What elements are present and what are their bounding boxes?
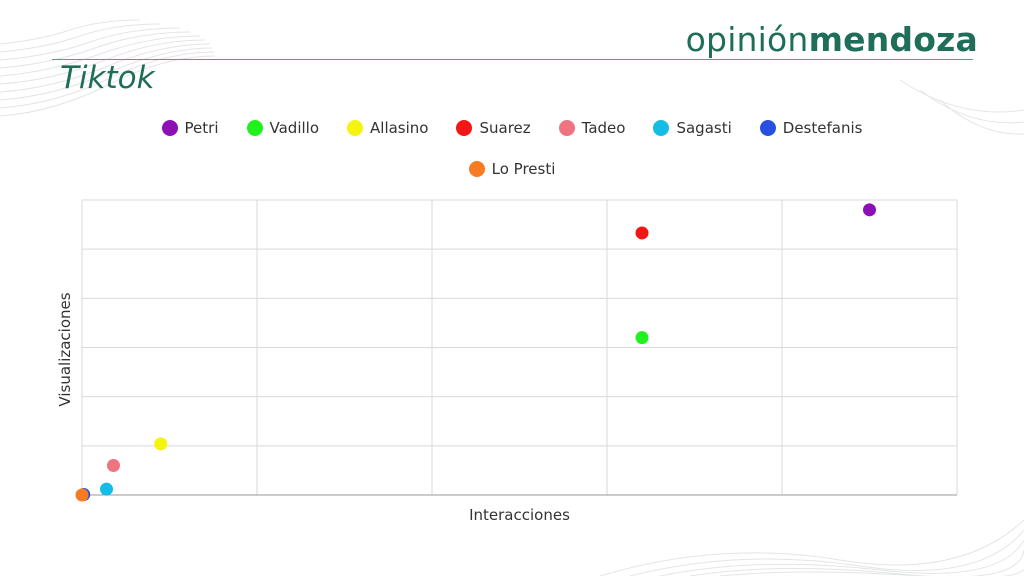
legend-label: Destefanis [782,119,863,137]
point-lo-presti [75,488,89,502]
chart-grid [81,199,958,496]
legend-label: Lo Presti [491,160,556,178]
legend-swatch [246,120,263,136]
point-petri [863,203,876,217]
legend-item-suarez: Suarez [456,119,531,137]
legend-swatch [468,161,485,177]
legend-label: Vadillo [269,119,320,137]
chart-legend: Petri Vadillo Allasino Suarez Tadeo Sagasti De… [0,119,1024,137]
legend-swatch [161,120,178,136]
legend-label: Tadeo [581,119,626,137]
point-suarez [635,226,649,240]
legend-item-lo-presti: Lo Presti [468,160,556,178]
point-sagasti [100,482,113,496]
legend-swatch [456,120,473,136]
legend-item-destefanis: Destefanis [759,119,863,137]
page-title: Tiktok [60,60,155,96]
legend-item-vadillo: Vadillo [246,119,320,137]
chart-points [75,203,876,502]
legend-item-sagasti: Sagasti [653,119,732,137]
legend-swatch [558,120,575,136]
legend-item-tadeo: Tadeo [558,119,626,137]
chart-legend-row-2: Lo Presti [0,160,1024,178]
legend-label: Suarez [479,119,531,137]
legend-swatch [759,120,776,136]
point-tadeo [107,459,120,472]
legend-swatch [347,120,364,136]
brand-logo-bold: mendoza [808,20,978,59]
x-axis-label: Interacciones [469,506,570,524]
legend-item-allasino: Allasino [347,119,428,137]
brand-logo: opiniónmendoza [686,20,978,59]
legend-label: Sagasti [676,119,732,137]
point-vadillo [635,331,649,345]
legend-label: Petri [184,119,219,137]
header-divider [52,59,973,60]
legend-item-petri: Petri [161,119,219,137]
brand-logo-light: opinión [685,20,809,59]
y-axis-label: Visualizaciones [56,292,74,406]
legend-label: Allasino [370,119,429,137]
point-allasino [154,437,168,451]
legend-swatch [653,120,670,136]
